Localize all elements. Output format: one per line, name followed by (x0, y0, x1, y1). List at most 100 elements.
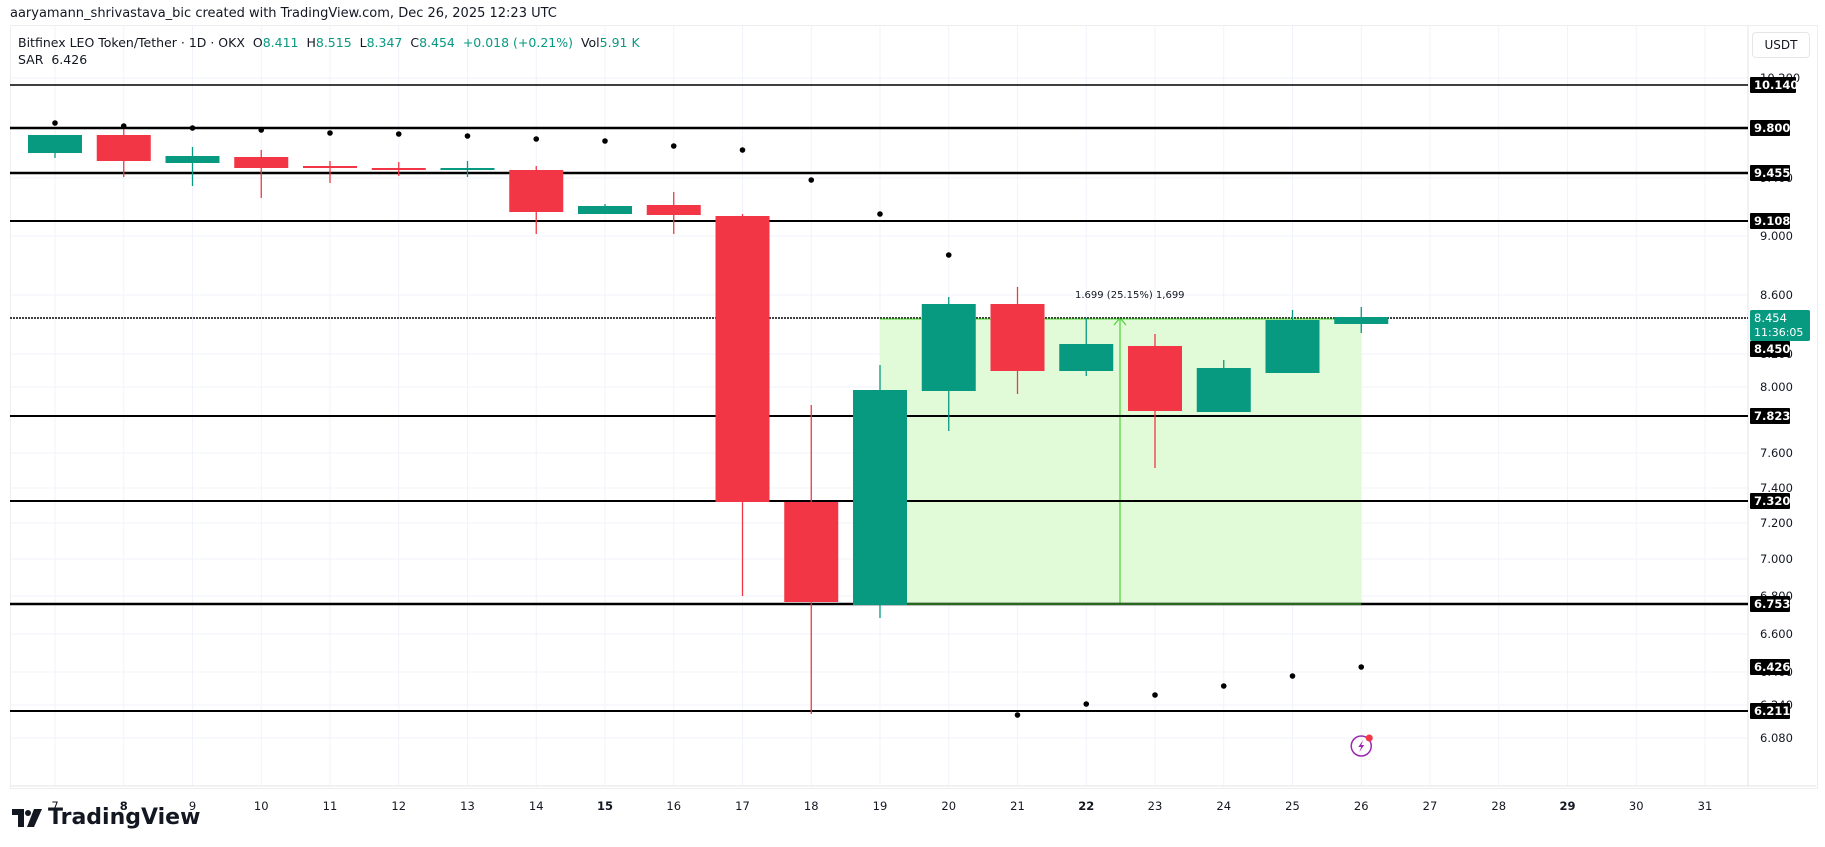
sar-dot (808, 177, 815, 183)
candle-16[interactable] (646, 205, 701, 215)
high-value: 8.515 (315, 35, 352, 50)
sar-dot (945, 252, 952, 258)
time-axis-label: 19 (873, 799, 888, 813)
level-price-tag: 9.455 (1754, 166, 1790, 180)
sar-dot (189, 125, 196, 131)
sar-dot (1220, 683, 1227, 689)
price-axis-label: 7.000 (1760, 552, 1793, 566)
time-axis-label: 25 (1285, 799, 1300, 813)
level-price-tag-bg (1750, 408, 1790, 424)
time-axis-label: 9 (189, 799, 196, 813)
candle-14[interactable] (509, 170, 564, 212)
current-price-tag-bg (1750, 310, 1810, 341)
level-price-tag: 9.800 (1754, 121, 1790, 135)
price-tag-bg (1750, 341, 1790, 357)
time-axis-label: 20 (941, 799, 956, 813)
time-axis-label: 18 (804, 799, 819, 813)
level-price-tag: 10.140 (1754, 78, 1798, 92)
low-label: L (359, 35, 367, 50)
time-axis-label: 14 (529, 799, 544, 813)
level-price-tag-bg (1750, 77, 1796, 93)
time-axis-label: 12 (391, 799, 406, 813)
price-tag: 8.450 (1754, 342, 1790, 356)
level-price-tag: 7.320 (1754, 494, 1790, 508)
time-axis-label: 10 (254, 799, 269, 813)
time-axis-label: 30 (1629, 799, 1644, 813)
sar-dot (1014, 712, 1021, 718)
candle-23[interactable] (1128, 346, 1182, 411)
time-axis-label: 7 (51, 799, 58, 813)
time-axis-label: 15 (597, 799, 613, 813)
candle-9[interactable] (165, 156, 220, 163)
price-axis-label: 8.600 (1760, 288, 1793, 302)
level-price-tag-bg (1750, 120, 1790, 136)
price-axis-label: 9.000 (1760, 229, 1793, 243)
candle-20[interactable] (921, 304, 976, 391)
time-axis-label: 21 (1010, 799, 1025, 813)
sar-dot (1083, 701, 1090, 707)
candle-19[interactable] (853, 390, 907, 605)
logo-text: TradingView (48, 805, 201, 830)
time-axis-label: 29 (1559, 799, 1575, 813)
candle-10[interactable] (234, 157, 289, 168)
candle-18[interactable] (784, 502, 839, 602)
sar-dot (602, 138, 608, 144)
candle-15[interactable] (578, 206, 632, 214)
currency-button[interactable]: USDT (1752, 32, 1810, 58)
price-axis-label: 7.400 (1760, 481, 1793, 495)
candle-21[interactable] (990, 304, 1045, 371)
candle-26[interactable] (1334, 317, 1389, 324)
time-axis-label: 27 (1423, 799, 1438, 813)
level-price-tag: 6.211 (1754, 704, 1790, 718)
time-axis-label: 17 (735, 799, 750, 813)
close-label: C (410, 35, 420, 50)
sar-value: 6.426 (51, 52, 88, 67)
candle-22[interactable] (1059, 344, 1114, 371)
chart-legend: Bitfinex LEO Token/Tether · 1D · OKX O 8.… (18, 34, 640, 68)
sar-dot (464, 133, 471, 139)
sar-dot (877, 211, 883, 217)
candle-12[interactable] (371, 168, 426, 170)
time-axis-label: 24 (1216, 799, 1231, 813)
vol-value: 5.91 K (599, 35, 640, 50)
tradingview-logo[interactable]: TradingView (12, 805, 200, 830)
price-tag: 6.426 (1754, 660, 1790, 674)
change-value: +0.018 (+0.21%) (462, 35, 573, 50)
candle-24[interactable] (1196, 368, 1251, 412)
tradingview-mark-icon (12, 808, 42, 827)
candle-13[interactable] (440, 168, 495, 170)
level-price-tag-bg (1750, 493, 1790, 509)
candle-17[interactable] (715, 216, 770, 502)
sar-dot (1358, 664, 1365, 670)
candle-11[interactable] (303, 166, 357, 168)
sar-dot (739, 147, 746, 153)
chart-credit: aaryamann_shrivastava_bic created with T… (10, 6, 557, 21)
time-axis-label: 8 (120, 799, 128, 813)
legend-sar-row[interactable]: SAR 6.426 (18, 51, 640, 68)
event-lightning-icon[interactable] (1350, 735, 1372, 757)
current-price-value: 8.454 (1754, 311, 1787, 325)
time-axis-label: 22 (1078, 799, 1094, 813)
time-axis-label: 13 (460, 799, 475, 813)
event-badge-dot (1365, 734, 1373, 742)
level-price-tag-bg (1750, 703, 1790, 719)
measure-label: 1.699 (25.15%) 1,699 (1075, 290, 1185, 301)
level-price-tag: 9.108 (1754, 214, 1790, 228)
price-axis-label: 7.600 (1760, 446, 1793, 460)
sar-dot (395, 131, 402, 137)
candle-7[interactable] (28, 135, 82, 153)
symbol-title[interactable]: Bitfinex LEO Token/Tether · 1D · OKX (18, 35, 245, 50)
price-axis-label: 7.200 (1760, 516, 1793, 530)
low-value: 8.347 (366, 35, 403, 50)
sar-dot (1152, 692, 1158, 698)
open-label: O (252, 35, 263, 50)
candle-8[interactable] (96, 135, 151, 161)
time-axis-label: 23 (1148, 799, 1163, 813)
level-price-tag-bg (1750, 165, 1790, 181)
legend-ohlc-row: Bitfinex LEO Token/Tether · 1D · OKX O 8.… (18, 34, 640, 51)
candle-25[interactable] (1265, 320, 1320, 373)
time-axis-label: 11 (323, 799, 338, 813)
close-value: 8.454 (419, 35, 455, 50)
price-tag-bg (1750, 659, 1790, 675)
